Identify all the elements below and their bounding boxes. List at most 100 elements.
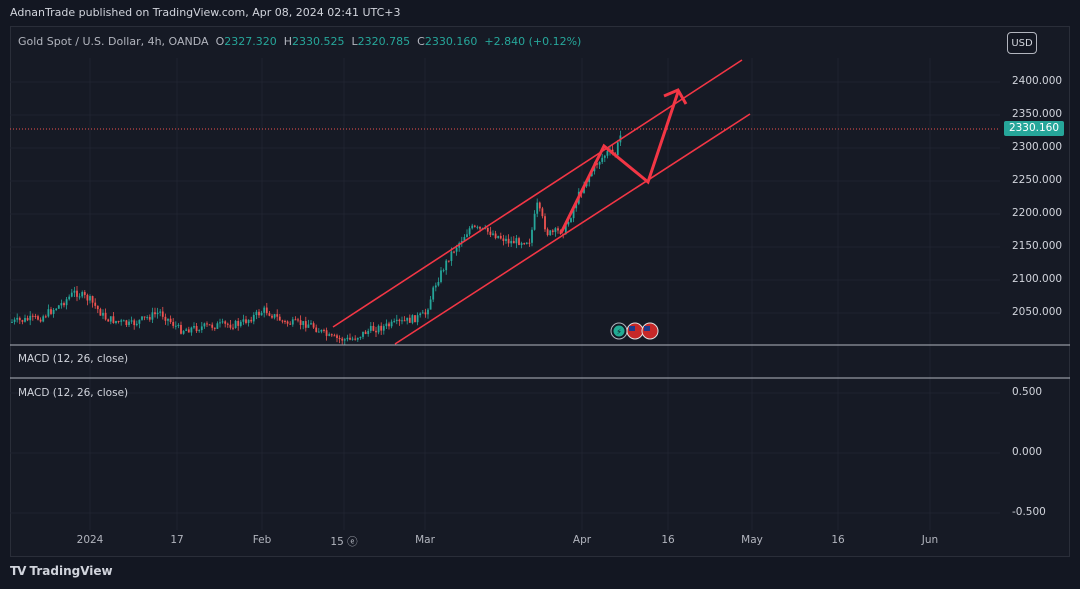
candle-body bbox=[276, 314, 279, 317]
candle-body bbox=[86, 294, 89, 301]
candle-body bbox=[128, 321, 130, 325]
candle-body bbox=[479, 226, 481, 229]
currency-button[interactable]: USD bbox=[1007, 32, 1037, 54]
price-tick-label: 2350.000 bbox=[1012, 108, 1063, 120]
candle-body bbox=[385, 323, 388, 327]
candle-body bbox=[310, 323, 312, 325]
macd-tick-label: 0.500 bbox=[1012, 386, 1043, 398]
projection-arrowhead bbox=[663, 88, 688, 105]
symbol-name: Gold Spot / U.S. Dollar, 4h, OANDA bbox=[18, 35, 209, 48]
candle-body bbox=[156, 312, 159, 315]
candle-body bbox=[382, 326, 385, 331]
symbol-legend[interactable]: Gold Spot / U.S. Dollar, 4h, OANDA O2327… bbox=[18, 35, 581, 48]
candle-body bbox=[278, 316, 281, 321]
candle-body bbox=[195, 325, 198, 332]
candle-body bbox=[122, 320, 125, 322]
candle-body bbox=[206, 323, 208, 325]
candle-body bbox=[185, 329, 188, 331]
candle-body bbox=[341, 338, 344, 341]
candle-body bbox=[414, 315, 416, 323]
candle-body bbox=[419, 313, 422, 316]
candle-body bbox=[354, 338, 357, 340]
macd-panel-1-label[interactable]: MACD (12, 26, close) bbox=[18, 353, 129, 365]
candle-body bbox=[471, 225, 474, 229]
candle-body bbox=[440, 270, 442, 282]
candle-body bbox=[473, 225, 476, 227]
candle-body bbox=[172, 321, 175, 326]
tradingview-footer[interactable]: TV TradingView bbox=[10, 564, 113, 578]
time-tick-label: Mar bbox=[415, 534, 435, 546]
candle-body bbox=[37, 316, 39, 320]
candle-body bbox=[393, 321, 396, 323]
candle-body bbox=[117, 321, 120, 323]
candle-body bbox=[528, 242, 531, 244]
projection-path[interactable] bbox=[559, 91, 680, 234]
candle-body bbox=[502, 238, 505, 242]
candle-body bbox=[200, 326, 203, 331]
candle-body bbox=[102, 312, 104, 316]
candle-body bbox=[263, 307, 266, 313]
candle-body bbox=[336, 335, 338, 339]
channel-upper-line[interactable] bbox=[332, 59, 743, 328]
candle-body bbox=[104, 312, 107, 320]
candle-body bbox=[94, 302, 97, 306]
candle-body bbox=[564, 224, 567, 235]
candle-body bbox=[408, 317, 411, 323]
candle-body bbox=[164, 316, 167, 321]
candle-body bbox=[229, 324, 232, 328]
flag-us-icon-2[interactable] bbox=[641, 322, 659, 340]
candle-body bbox=[187, 329, 190, 333]
candle-body bbox=[377, 325, 380, 333]
candle-body bbox=[120, 320, 123, 322]
time-tick-label: Jun bbox=[921, 534, 939, 546]
candle-body bbox=[13, 319, 16, 322]
candle-body bbox=[338, 338, 341, 340]
candle-body bbox=[416, 315, 419, 323]
candle-body bbox=[29, 315, 32, 321]
channel-lower-line[interactable] bbox=[394, 113, 751, 345]
snapshot-text: AdnanTrade published on TradingView.com,… bbox=[10, 6, 401, 19]
price-tick-label: 2050.000 bbox=[1012, 306, 1063, 318]
close-label: C bbox=[417, 35, 425, 48]
macd-panel-2-label[interactable]: MACD (12, 26, close) bbox=[18, 387, 129, 399]
flag-us-icon[interactable] bbox=[626, 322, 644, 340]
low-value: 2320.785 bbox=[357, 35, 411, 48]
candle-body bbox=[143, 316, 146, 318]
candle-body bbox=[325, 330, 328, 336]
candle-body bbox=[193, 325, 195, 328]
time-tick-label: 2024 bbox=[76, 534, 104, 546]
events-icon[interactable]: ⚡ bbox=[610, 322, 628, 340]
candle-body bbox=[328, 334, 331, 336]
candle-body bbox=[434, 285, 437, 288]
candle-body bbox=[89, 296, 91, 301]
candle-body bbox=[551, 230, 554, 233]
candle-body bbox=[198, 330, 201, 332]
svg-text:⚡: ⚡ bbox=[616, 328, 622, 337]
candle-body bbox=[567, 222, 570, 225]
candle-body bbox=[411, 315, 414, 323]
candle-body bbox=[252, 314, 255, 322]
candle-body bbox=[60, 303, 63, 306]
tradingview-brand: TradingView bbox=[29, 564, 113, 578]
candle-body bbox=[130, 320, 133, 322]
candle-body bbox=[343, 339, 346, 341]
candle-body bbox=[73, 290, 76, 293]
candle-body bbox=[65, 299, 68, 306]
candle-body bbox=[297, 319, 299, 321]
candle-body bbox=[159, 311, 162, 313]
candle-body bbox=[177, 324, 180, 326]
candle-body bbox=[523, 243, 526, 245]
candle-body bbox=[515, 238, 518, 244]
candle-body bbox=[239, 321, 242, 326]
candle-body bbox=[83, 292, 86, 295]
candle-body bbox=[161, 311, 164, 317]
candle-body bbox=[312, 323, 315, 328]
candle-body bbox=[11, 321, 13, 323]
candle-body bbox=[304, 321, 307, 328]
candle-body bbox=[21, 320, 24, 322]
candle-body bbox=[320, 329, 323, 332]
high-value: 2330.525 bbox=[292, 35, 345, 48]
candle-body bbox=[401, 320, 403, 322]
candle-body bbox=[476, 226, 479, 228]
